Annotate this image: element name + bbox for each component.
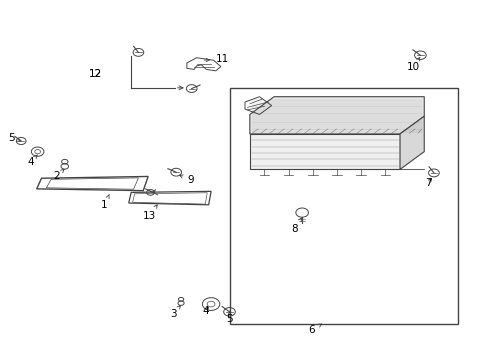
Bar — [230, 88, 458, 324]
Text: 7: 7 — [425, 178, 432, 188]
Text: 4: 4 — [27, 155, 37, 167]
Polygon shape — [250, 134, 400, 169]
Text: 13: 13 — [143, 205, 157, 221]
Polygon shape — [400, 116, 424, 169]
Text: 1: 1 — [101, 194, 109, 210]
Text: 2: 2 — [54, 169, 64, 181]
Text: 10: 10 — [407, 58, 420, 72]
Text: 4: 4 — [202, 306, 209, 316]
Text: 3: 3 — [170, 306, 180, 319]
Text: 5: 5 — [8, 133, 21, 143]
Text: 9: 9 — [180, 175, 194, 185]
Text: 11: 11 — [204, 54, 229, 64]
Polygon shape — [250, 97, 424, 134]
Text: 8: 8 — [291, 218, 302, 234]
Text: 5: 5 — [226, 311, 233, 324]
Text: 12: 12 — [89, 69, 102, 79]
Text: 12: 12 — [89, 69, 102, 79]
Text: 6: 6 — [309, 324, 322, 334]
